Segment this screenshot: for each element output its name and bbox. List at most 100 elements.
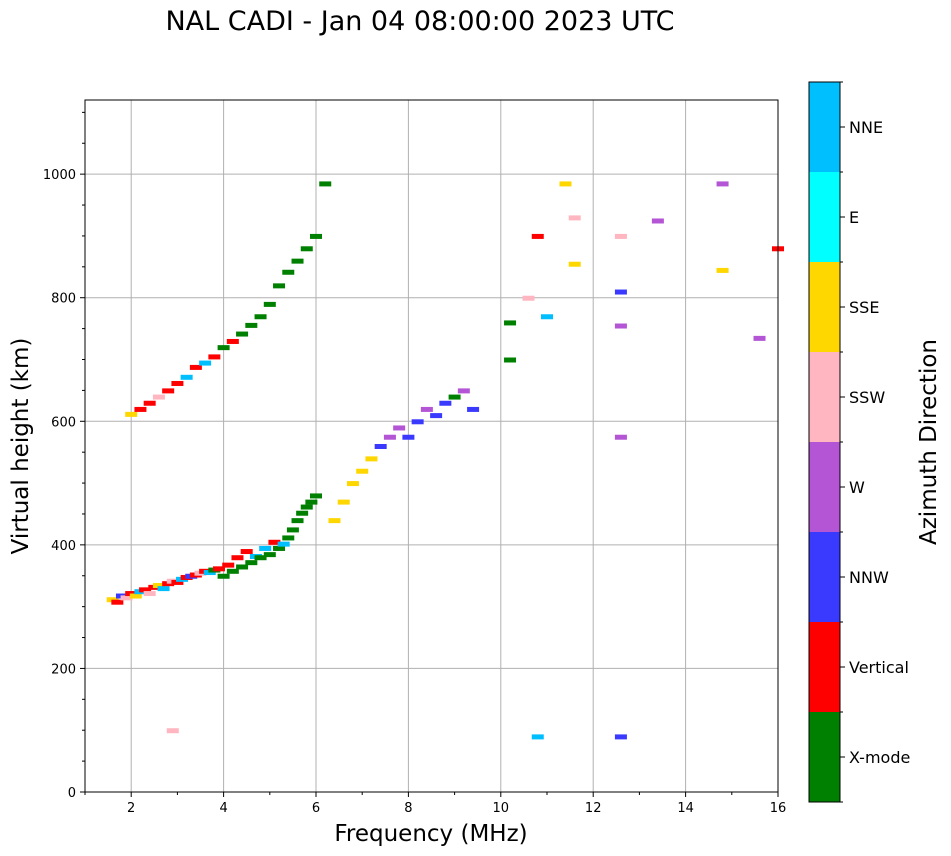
colorbar-swatch-x-mode — [809, 712, 840, 802]
data-point — [129, 593, 142, 599]
data-point — [273, 545, 286, 551]
colorbar: X-mode Vertical NNW W SSW SSE E NNE — [808, 81, 910, 803]
y-tick-label: 800 — [51, 292, 76, 307]
data-marks — [106, 181, 784, 740]
data-point — [222, 562, 235, 568]
data-point — [273, 283, 286, 289]
data-point — [263, 301, 276, 307]
data-point — [614, 289, 627, 295]
data-point — [716, 181, 729, 187]
data-point — [356, 468, 369, 474]
data-point — [157, 586, 170, 592]
data-point — [226, 338, 239, 344]
data-point — [568, 261, 581, 267]
x-tick-label: 14 — [677, 801, 694, 816]
data-point — [337, 499, 350, 505]
data-point — [189, 364, 202, 370]
y-axis-label: Virtual height (km) — [8, 338, 34, 555]
data-point — [305, 499, 318, 505]
data-point — [212, 566, 225, 572]
data-point — [300, 246, 313, 252]
data-point — [199, 360, 212, 366]
colorbar-label-x-mode: X-mode — [849, 748, 910, 767]
data-point — [282, 269, 295, 275]
data-point — [166, 728, 179, 734]
data-point — [226, 568, 239, 574]
data-point — [120, 595, 133, 601]
data-point — [365, 456, 378, 462]
colorbar-swatch-ssw — [809, 352, 840, 442]
data-point — [568, 215, 581, 221]
colorbar-swatch-e — [809, 172, 840, 262]
x-tick-label: 16 — [770, 801, 787, 816]
y-tick-label: 1000 — [43, 168, 76, 183]
y-tick-label: 0 — [68, 786, 76, 801]
data-point — [208, 354, 221, 360]
colorbar-label-ssw: SSW — [849, 388, 885, 407]
data-point — [291, 518, 304, 524]
chart-title: NAL CADI - Jan 04 08:00:00 2023 UTC — [165, 6, 675, 37]
colorbar-swatch-sse — [809, 262, 840, 352]
data-point — [254, 555, 267, 561]
y-tick-label: 400 — [51, 539, 76, 554]
data-point — [541, 314, 553, 320]
data-point — [439, 400, 452, 406]
data-point — [263, 552, 276, 558]
data-point — [319, 181, 332, 187]
data-point — [171, 579, 184, 585]
colorbar-swatch-vertical — [809, 622, 840, 712]
data-point — [180, 374, 193, 380]
y-tick-label: 600 — [51, 415, 76, 430]
data-point — [296, 510, 309, 516]
data-point — [245, 560, 258, 566]
data-point — [457, 388, 470, 394]
data-point — [286, 527, 299, 533]
data-point — [111, 599, 124, 605]
data-point — [504, 320, 517, 326]
data-point — [139, 587, 152, 593]
data-point — [467, 406, 480, 412]
data-point — [716, 267, 729, 273]
colorbar-swatch-nne — [809, 82, 840, 172]
data-point — [217, 573, 230, 579]
data-point — [162, 388, 175, 394]
data-point — [236, 331, 249, 337]
data-point — [245, 322, 258, 328]
data-point — [559, 181, 572, 187]
data-point — [152, 394, 165, 400]
colorbar-label-nnw: NNW — [849, 568, 889, 587]
data-point — [254, 314, 267, 320]
data-point — [300, 504, 313, 510]
colorbar-label-vertical: Vertical — [849, 658, 909, 677]
data-point — [231, 555, 244, 561]
data-point — [614, 233, 627, 239]
colorbar-label: Azimuth Direction — [916, 339, 942, 545]
data-point — [346, 481, 359, 487]
colorbar-label-e: E — [849, 208, 859, 227]
data-point — [448, 394, 461, 400]
colorbar-label-w: W — [849, 478, 865, 497]
data-point — [236, 564, 249, 570]
data-point — [259, 545, 272, 551]
data-point — [531, 734, 544, 740]
data-point — [217, 345, 230, 351]
data-point — [328, 518, 341, 524]
x-axis-ticks: 2 4 6 8 10 12 14 16 — [84, 792, 787, 816]
data-point — [152, 583, 165, 589]
data-point — [614, 734, 627, 740]
data-point — [402, 434, 415, 440]
x-tick-label: 12 — [585, 801, 602, 816]
data-point — [291, 258, 304, 264]
data-point — [143, 400, 156, 406]
data-point — [277, 541, 290, 547]
data-point — [411, 419, 424, 425]
data-point — [504, 357, 517, 363]
colorbar-label-sse: SSE — [849, 298, 879, 317]
x-tick-label: 6 — [312, 801, 320, 816]
data-point — [383, 434, 396, 440]
data-point — [240, 549, 253, 555]
colorbar-swatch-nnw — [809, 532, 840, 622]
data-point — [171, 380, 184, 386]
data-point — [134, 406, 147, 412]
x-tick-label: 10 — [493, 801, 510, 816]
